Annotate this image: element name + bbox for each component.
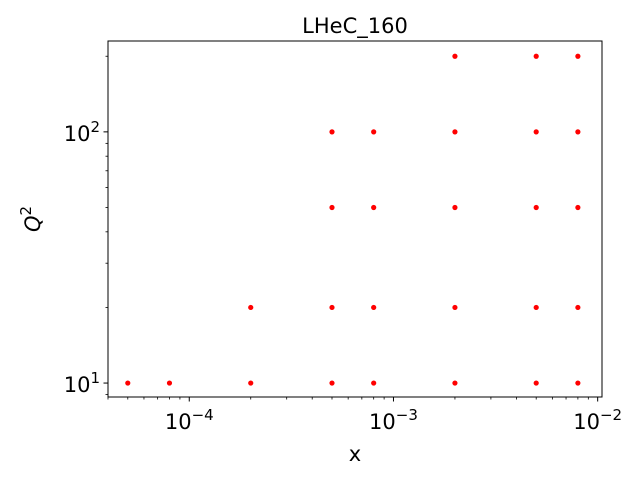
data-points xyxy=(125,53,581,386)
data-point xyxy=(329,129,335,135)
y-tick-label: 101 xyxy=(64,369,100,397)
x-tick-label: 10−3 xyxy=(369,406,418,434)
data-point xyxy=(371,380,377,386)
x-axis: 10−4 10−3 10−2 xyxy=(107,397,622,434)
x-tick-label: 10−2 xyxy=(573,406,622,434)
data-point xyxy=(248,380,254,386)
data-point xyxy=(329,204,335,211)
data-point xyxy=(575,204,581,211)
data-point xyxy=(329,304,335,311)
y-axis-label-exponent: 2 xyxy=(17,206,35,216)
data-point xyxy=(452,129,458,135)
y-axis-label-base: Q xyxy=(21,216,45,233)
x-axis-label: x xyxy=(349,442,361,466)
data-point xyxy=(452,304,458,311)
data-point xyxy=(452,53,458,59)
data-point xyxy=(575,304,581,311)
data-point xyxy=(575,53,581,59)
data-point xyxy=(125,380,131,386)
data-point xyxy=(452,380,458,386)
data-point xyxy=(452,204,458,211)
data-point xyxy=(329,380,335,386)
plot-area-frame xyxy=(107,40,603,398)
data-point xyxy=(533,304,539,311)
y-axis: 101 102 xyxy=(64,55,108,397)
x-tick-label: 10−4 xyxy=(165,406,214,434)
y-tick-label: 102 xyxy=(64,118,100,146)
y-axis-label: Q2 xyxy=(17,206,45,232)
data-point xyxy=(533,129,539,135)
data-point xyxy=(166,380,173,386)
chart-title: LHeC_160 xyxy=(302,14,408,39)
data-point xyxy=(533,53,539,59)
data-point xyxy=(575,380,581,386)
data-point xyxy=(533,204,539,211)
data-point xyxy=(533,380,539,386)
data-point xyxy=(371,129,377,135)
data-point xyxy=(248,304,254,311)
data-point xyxy=(371,204,377,211)
data-point xyxy=(371,304,377,311)
data-point xyxy=(575,129,581,135)
